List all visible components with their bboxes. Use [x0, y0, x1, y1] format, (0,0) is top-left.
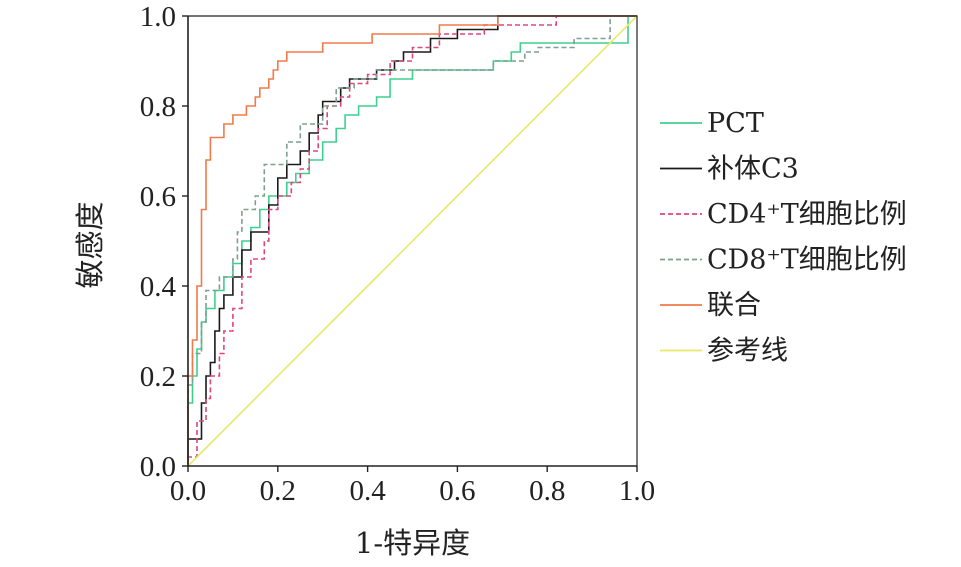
- series-line-3: [187, 15, 637, 466]
- legend-label-4: 联合: [707, 290, 761, 321]
- legend-label-1: 补体C3: [707, 154, 799, 185]
- x-tick-label: 0.8: [529, 475, 565, 507]
- y-tick-label: 0.6: [140, 181, 176, 213]
- x-tick-label: 0.0: [170, 475, 206, 507]
- legend-label-5: 参考线: [707, 336, 788, 367]
- y-tick-label: 0.0: [140, 451, 176, 483]
- x-tick-label: 1.0: [619, 475, 655, 507]
- tick-labels: 0.0 0.2 0.4 0.6 0.8 1.0 0.0 0.2 0.4 0.6 0.8 1.0: [140, 1, 655, 507]
- y-tick-label: 0.8: [140, 91, 176, 123]
- roc-curves: [187, 15, 638, 467]
- y-tick-label: 1.0: [140, 1, 176, 33]
- y-tick-label: 0.2: [140, 361, 176, 393]
- legend-label-2: CD4⁺T细胞比例: [707, 199, 907, 230]
- series-line-2: [187, 15, 637, 466]
- axes: [182, 15, 638, 472]
- y-tick-label: 0.4: [140, 271, 177, 303]
- x-axis-title: 1-特异度: [355, 526, 470, 560]
- legend-label-3: CD8⁺T细胞比例: [707, 245, 907, 276]
- plot-frame: [188, 15, 638, 466]
- y-axis-title: 敏感度: [73, 201, 107, 288]
- x-tick-label: 0.4: [349, 475, 386, 507]
- legend-label-0: PCT: [707, 108, 764, 139]
- series-line-4: [187, 15, 637, 466]
- series-line-5: [187, 15, 638, 467]
- x-tick-label: 0.6: [439, 475, 475, 507]
- x-tick-label: 0.2: [260, 475, 296, 507]
